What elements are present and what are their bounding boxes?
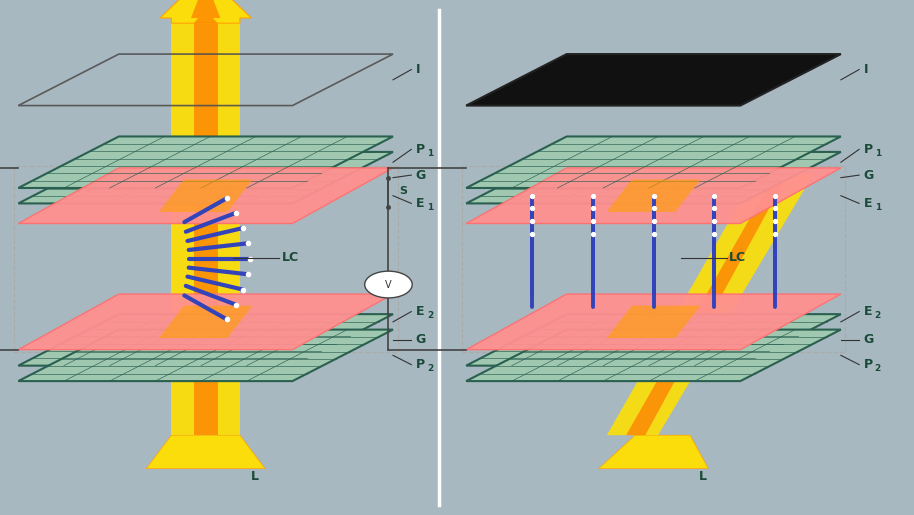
Text: 1: 1	[875, 149, 881, 158]
Text: E: E	[416, 305, 424, 318]
Text: L: L	[251, 470, 260, 483]
Polygon shape	[599, 435, 708, 469]
Text: P: P	[416, 143, 425, 156]
Text: 1: 1	[427, 203, 433, 212]
Polygon shape	[607, 305, 700, 338]
Text: LC: LC	[729, 251, 747, 264]
Text: I: I	[864, 63, 868, 76]
Polygon shape	[466, 136, 841, 188]
Text: G: G	[864, 333, 874, 347]
Text: 2: 2	[875, 311, 881, 320]
Polygon shape	[607, 180, 700, 212]
Polygon shape	[18, 294, 393, 350]
Text: E: E	[864, 305, 872, 318]
Text: G: G	[416, 168, 426, 182]
Polygon shape	[194, 23, 218, 435]
Text: P: P	[416, 358, 425, 371]
Text: I: I	[416, 63, 420, 76]
Polygon shape	[466, 330, 841, 381]
Text: E: E	[416, 197, 424, 210]
Circle shape	[365, 271, 412, 298]
Polygon shape	[466, 168, 841, 224]
Polygon shape	[191, 0, 220, 23]
Text: S: S	[399, 186, 408, 196]
Polygon shape	[159, 180, 252, 212]
Polygon shape	[18, 152, 393, 203]
Polygon shape	[160, 0, 251, 23]
Text: E: E	[864, 197, 872, 210]
Text: G: G	[416, 333, 426, 347]
Polygon shape	[18, 330, 393, 381]
Text: 2: 2	[875, 364, 881, 373]
Polygon shape	[466, 314, 841, 366]
Polygon shape	[626, 174, 788, 435]
Polygon shape	[146, 435, 265, 469]
Polygon shape	[607, 174, 813, 435]
Polygon shape	[18, 314, 393, 366]
Polygon shape	[466, 294, 841, 350]
Polygon shape	[466, 54, 841, 106]
Polygon shape	[172, 23, 239, 435]
Polygon shape	[466, 152, 841, 203]
Text: V: V	[385, 280, 392, 289]
Text: LC: LC	[282, 251, 299, 264]
Text: L: L	[699, 470, 707, 483]
Polygon shape	[18, 136, 393, 188]
Polygon shape	[18, 168, 393, 224]
Text: 1: 1	[875, 203, 881, 212]
Text: P: P	[864, 143, 873, 156]
Text: 2: 2	[427, 364, 433, 373]
Text: P: P	[864, 358, 873, 371]
Text: 1: 1	[427, 149, 433, 158]
Text: 2: 2	[427, 311, 433, 320]
Polygon shape	[159, 305, 252, 338]
Text: G: G	[864, 168, 874, 182]
